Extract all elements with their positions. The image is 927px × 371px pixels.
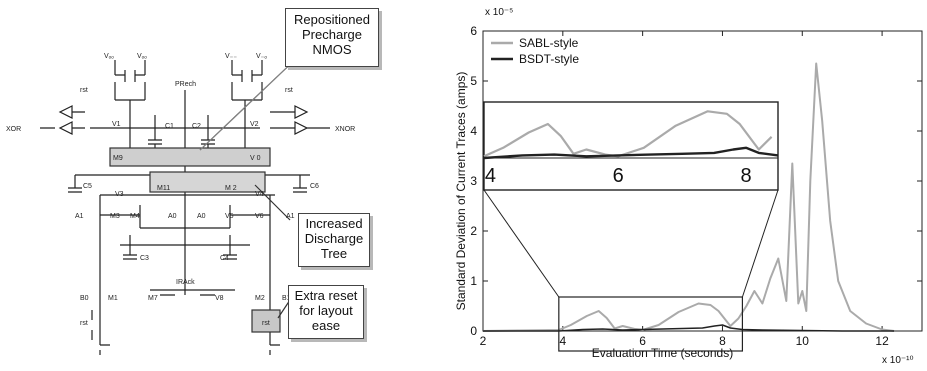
label-a1-l: A1 (75, 213, 84, 220)
x-tick-label: 6 (639, 334, 646, 348)
label-c1: C1 (165, 123, 174, 130)
label-xnor: XNOR (335, 126, 355, 133)
label-v4: V4 (255, 191, 264, 198)
y-tick-label: 0 (470, 324, 477, 338)
inset-panel (483, 101, 779, 191)
x-tick-label: 2 (480, 334, 487, 348)
label-a1-r: A1 (286, 213, 295, 220)
series-line-sabl (482, 62, 895, 332)
inset-series-bsdt (483, 146, 779, 160)
label-m7: M7 (148, 295, 158, 302)
label-b1: B1 (282, 295, 291, 302)
label-vdd4: V₋ₒ (256, 53, 267, 60)
x-tick-label: 8 (719, 334, 726, 348)
y-tick-label: 2 (470, 224, 477, 238)
x-tick-label: 4 (559, 334, 566, 348)
callout-repositioned-precharge: Repositioned Precharge NMOS (285, 8, 379, 67)
y-exponent: x 10⁻⁵ (485, 7, 513, 18)
x-tick-label: 12 (875, 334, 889, 348)
label-c6: C6 (310, 183, 319, 190)
label-m3: M3 (110, 213, 120, 220)
y-axis-label: Standard Deviation of Current Traces (am… (454, 72, 468, 311)
label-m11: M11 (157, 185, 170, 192)
y-tick-label: 5 (470, 74, 477, 88)
y-tick-label: 1 (470, 274, 477, 288)
label-a0-r: A0 (197, 213, 206, 220)
label-xor: XOR (6, 126, 21, 133)
inset-tick-label: 6 (613, 165, 624, 187)
label-vdd2: Vₒₒ (137, 53, 147, 60)
callout-extra-reset: Extra reset for layout ease (288, 285, 364, 339)
label-c2: C2 (192, 123, 201, 130)
label-vdd1: Vₒₒ (104, 53, 114, 60)
y-tick-label: 6 (470, 24, 477, 38)
connector-left (483, 189, 560, 298)
x-exponent: x 10⁻¹⁰ (882, 355, 914, 366)
label-c3: C3 (140, 255, 149, 262)
label-v3: V3 (115, 191, 124, 198)
legend-label: BSDT-style (519, 52, 579, 66)
label-vdd3: V₋₋ (225, 53, 237, 60)
series-line-bsdt (483, 324, 895, 332)
inset-tick-label: 8 (740, 165, 751, 187)
label-m1: M1 (108, 295, 118, 302)
inset-tick-label: 4 (485, 165, 496, 187)
zoom-region (558, 296, 744, 352)
label-m10: V 0 (250, 155, 261, 162)
label-irack: IRAck (176, 279, 195, 286)
x-tick-label: 10 (796, 334, 810, 348)
legend-label: SABL-style (519, 36, 579, 50)
label-m5: V5 (225, 213, 234, 220)
label-rst-br: rst (262, 320, 270, 327)
label-m2: M2 (255, 295, 265, 302)
label-rst-bl: rst (80, 320, 88, 327)
connector-right (741, 189, 779, 298)
label-c4: C4 (220, 255, 229, 262)
label-m12: M 2 (225, 185, 237, 192)
label-m9: M9 (113, 155, 123, 162)
label-rst-r: rst (285, 87, 293, 94)
callout-increased-discharge: Increased Discharge Tree (298, 213, 370, 267)
label-rst-l: rst (80, 87, 88, 94)
y-tick-label: 4 (470, 124, 477, 138)
y-tick-label: 3 (470, 174, 477, 188)
label-b0: B0 (80, 295, 89, 302)
label-v2: V2 (250, 121, 259, 128)
label-a0-l: A0 (168, 213, 177, 220)
x-axis-label: Evaluation Time (seconds) (592, 346, 733, 360)
label-c5: C5 (83, 183, 92, 190)
label-m8: V8 (215, 295, 224, 302)
label-m4: M4 (130, 213, 140, 220)
label-m6: V6 (255, 213, 264, 220)
label-prech: PRech (175, 81, 196, 88)
label-v1: V1 (112, 121, 121, 128)
